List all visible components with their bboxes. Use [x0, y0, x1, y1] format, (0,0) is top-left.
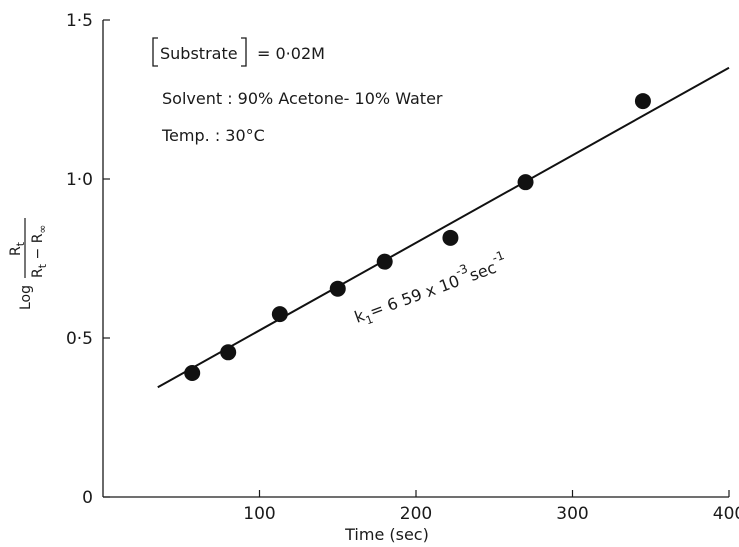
solvent-label: Solvent : 90% Acetone- 10% Water: [162, 89, 443, 108]
substrate-label: Substrate: [160, 44, 238, 63]
data-point: [634, 93, 651, 110]
data-point: [329, 280, 346, 297]
data-point: [517, 174, 534, 191]
y-axis-title-denominator: Rt − R∞: [30, 224, 49, 278]
x-tick-label: 400: [713, 504, 739, 524]
y-tick-label: 0: [82, 488, 93, 508]
x-tick-label: 100: [243, 504, 275, 524]
data-point: [376, 253, 393, 270]
y-tick-label: 1·5: [66, 11, 93, 31]
temperature-label: Temp. : 30°C: [161, 126, 265, 145]
fit-line: [157, 66, 730, 389]
data-point: [220, 344, 237, 361]
y-axis-title-prefix: Log: [18, 285, 34, 310]
data-point: [442, 229, 459, 246]
x-axis-title: Time (sec): [344, 525, 429, 544]
y-axis-title: Log Rt Rt − R∞: [8, 218, 49, 310]
substrate-value: = 0·02M: [257, 44, 325, 63]
conditions-annotation: Substrate = 0·02M Solvent : 90% Acetone-…: [152, 37, 443, 145]
rate-constant-label: k1= 6 59 x 10-3sec-1: [350, 248, 512, 330]
y-tick-label: 1·0: [66, 170, 93, 190]
rate-constant-text: k1= 6 59 x 10-3sec-1: [350, 248, 512, 330]
y-tick-label: 0·5: [66, 329, 93, 349]
x-tick-label: 300: [556, 504, 588, 524]
data-point: [184, 364, 201, 381]
tick-labels: 100 200 300 400 0 0·5 1·0 1·5: [66, 11, 739, 524]
y-axis-title-numerator: Rt: [8, 241, 27, 256]
x-tick-label: 200: [400, 504, 432, 524]
data-point: [271, 306, 288, 323]
substrate-right-bracket: [241, 37, 247, 67]
substrate-left-bracket: [152, 37, 158, 67]
tick-marks: [103, 19, 730, 498]
data-points: [184, 93, 651, 381]
